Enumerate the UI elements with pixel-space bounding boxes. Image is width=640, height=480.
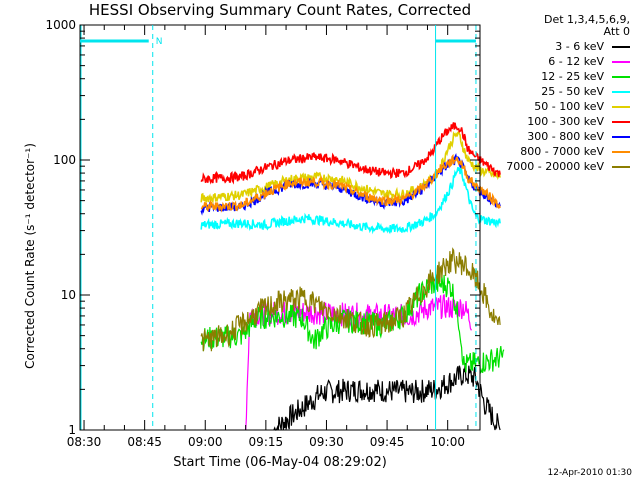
x-tick-label-2: 09:00 (188, 435, 223, 449)
y-axis-label: Corrected Count Rate (s⁻¹ detector⁻¹) (23, 143, 37, 369)
legend-entry-2: 12 - 25 keV (480, 70, 630, 85)
legend-entry-7: 800 - 7000 keV (480, 145, 630, 160)
legend-entry-0: 3 - 6 keV (480, 40, 630, 55)
x-tick-label-1: 08:45 (127, 435, 162, 449)
legend-header-detectors: Det 1,3,4,5,6,9, (543, 13, 630, 26)
x-tick-label-0: 08:30 (67, 435, 102, 449)
legend-swatch-1 (612, 61, 630, 63)
chart-title: HESSI Observing Summary Count Rates, Cor… (88, 1, 472, 19)
y-tick-label-3: 1000 (45, 18, 76, 32)
y-tick-label-2: 100 (53, 153, 76, 167)
y-tick-label-1: 10 (61, 288, 76, 302)
legend-swatch-2 (612, 76, 630, 78)
legend-swatch-0 (612, 46, 630, 48)
legend-swatch-6 (612, 136, 630, 138)
legend-label-5: 100 - 300 keV (527, 115, 604, 128)
legend-entry-8: 7000 - 20000 keV (480, 160, 630, 175)
legend-entry-1: 6 - 12 keV (480, 55, 630, 70)
series-line-8 (200, 247, 501, 352)
x-tick-label-6: 10:00 (430, 435, 465, 449)
x-tick-label-4: 09:30 (309, 435, 344, 449)
series-line-5 (200, 122, 501, 185)
render-timestamp: 12-Apr-2010 01:30 (547, 468, 632, 478)
legend-label-4: 50 - 100 keV (534, 100, 604, 113)
series-line-4 (200, 130, 501, 204)
legend-label-7: 800 - 7000 keV (520, 145, 604, 158)
legend-swatch-7 (612, 151, 630, 153)
series-line-3 (200, 166, 501, 235)
legend-label-8: 7000 - 20000 keV (506, 160, 604, 173)
series-line-7 (200, 153, 501, 213)
night-bar-label: N (156, 37, 163, 47)
legend-entry-6: 300 - 800 keV (480, 130, 630, 145)
series-line-1 (245, 294, 472, 431)
legend-swatch-5 (612, 121, 630, 123)
legend-swatch-8 (612, 166, 630, 168)
x-axis-label: Start Time (06-May-04 08:29:02) (173, 455, 387, 470)
y-tick-label-0: 1 (68, 423, 76, 437)
series-line-0 (273, 363, 501, 431)
legend-label-2: 12 - 25 keV (541, 70, 604, 83)
legend-label-0: 3 - 6 keV (555, 40, 604, 53)
legend-swatch-3 (612, 91, 630, 93)
legend-entry-3: 25 - 50 keV (480, 85, 630, 100)
x-tick-label-3: 09:15 (249, 435, 284, 449)
legend-swatch-4 (612, 106, 630, 108)
plot-frame (79, 24, 481, 431)
legend-label-1: 6 - 12 keV (548, 55, 604, 68)
legend-header-attenuator: Att 0 (603, 25, 630, 38)
legend-label-3: 25 - 50 keV (541, 85, 604, 98)
x-tick-label-5: 09:45 (370, 435, 405, 449)
legend-entry-5: 100 - 300 keV (480, 115, 630, 130)
legend-entry-4: 50 - 100 keV (480, 100, 630, 115)
series-line-2 (200, 273, 505, 375)
legend-label-6: 300 - 800 keV (527, 130, 604, 143)
